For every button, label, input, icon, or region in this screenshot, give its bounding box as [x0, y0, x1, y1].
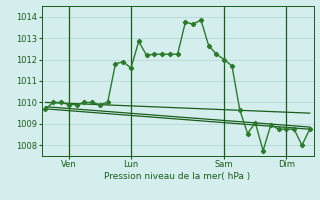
X-axis label: Pression niveau de la mer( hPa ): Pression niveau de la mer( hPa ) [104, 172, 251, 181]
